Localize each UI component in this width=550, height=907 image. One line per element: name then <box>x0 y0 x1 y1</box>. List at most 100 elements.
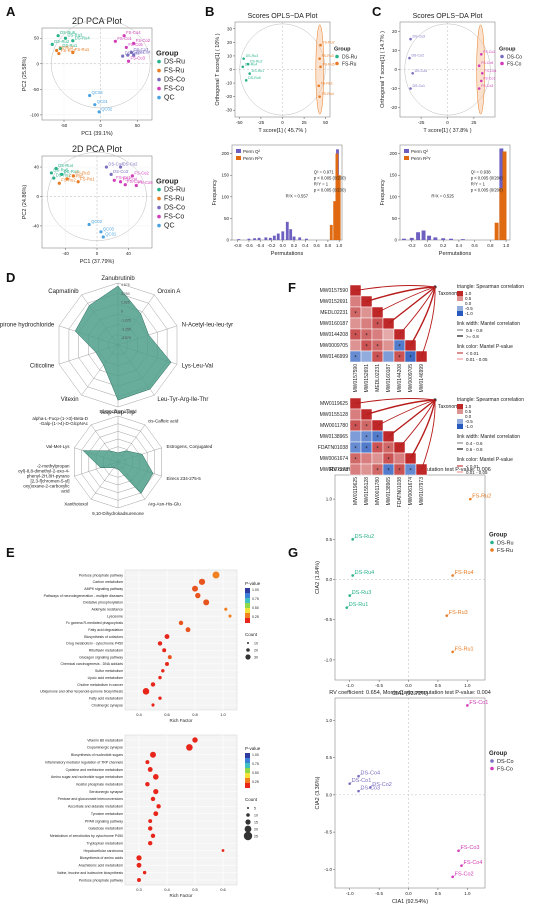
data-point <box>477 87 481 90</box>
row-label: MW0155128 <box>320 412 349 418</box>
data-point <box>409 87 412 90</box>
y-tick-label: -10 <box>390 86 397 91</box>
y-tick-label: 50 <box>392 216 398 221</box>
x-tick-label: -1.0 <box>346 891 354 896</box>
legend-entry: FS-Ru <box>164 68 184 75</box>
arrow-segment <box>452 873 457 877</box>
data-point <box>248 72 251 75</box>
colorbar-segment <box>457 311 463 316</box>
colorbar-segment <box>245 778 250 783</box>
data-point <box>477 64 481 67</box>
col-label: MW0009705 <box>408 364 414 393</box>
histogram-bar <box>298 237 302 240</box>
data-point <box>118 165 123 169</box>
data-point <box>97 110 101 114</box>
data-point <box>112 178 116 182</box>
histogram-bar <box>427 235 432 240</box>
pathway-label: Glucagon signaling pathway <box>79 655 123 659</box>
mantel-link <box>377 399 436 426</box>
legend-marker <box>157 95 161 100</box>
radar-ring-label: -3.250 <box>121 327 131 331</box>
legend-marker <box>490 548 494 552</box>
legend-title: link width: Mantel correlation <box>457 434 520 440</box>
pathway-label: Fatty acid degradation <box>88 628 123 632</box>
confidence-ellipse <box>50 19 151 109</box>
point-label: FS-Ru3 <box>75 170 90 175</box>
col-label: MW0155128 <box>364 477 370 506</box>
heatmap-cell <box>360 350 373 363</box>
group-ellipse <box>315 24 325 115</box>
colorbar-segment <box>245 588 250 593</box>
x-tick-label: 0.4 <box>302 243 309 248</box>
g-bottom-axes: RV coefficient: 0.654, Monte Carlo permu… <box>315 690 491 905</box>
legend-entry: 0.01 - 0.05 <box>466 357 488 362</box>
col-label: MW0011780 <box>375 477 381 505</box>
c-top-axes: Scores OPLS−DA Plot T score[1] ( 37.8% ) O… <box>380 13 496 134</box>
pathway-label: Inflammatory mediator regulation of TRP … <box>45 760 123 764</box>
x-tick-label: 0 <box>281 120 284 125</box>
significance-star: * <box>354 424 357 430</box>
data-point <box>246 62 250 66</box>
bubble-point <box>198 578 206 585</box>
point-label: FS-Co1 <box>469 700 488 706</box>
col-label: MW0144208 <box>397 364 403 393</box>
legend-title: link color: Mantel P-value <box>457 344 513 350</box>
bubble-point <box>153 774 159 780</box>
pathway-label: Pathways of neurodegeneration - multiple… <box>44 594 124 598</box>
legend-marker <box>157 59 161 64</box>
x-tick-label: 50 <box>323 120 329 125</box>
chart-title: 2D PCA Plot <box>72 144 123 154</box>
x-tick-label: 0.8 <box>325 243 332 248</box>
colorbar-tick-label: 0.25 <box>252 615 259 619</box>
size-legend-title: Count <box>245 797 258 802</box>
legend-marker <box>490 540 494 545</box>
histogram-bar <box>409 237 414 240</box>
radar-ring-label: -4.875 <box>121 336 131 340</box>
significance-star: * <box>398 468 401 474</box>
bubble-point <box>142 688 150 695</box>
x-tick-label: 0.5 <box>435 683 442 688</box>
radar-spoke <box>90 461 119 500</box>
point-label: FS-Co1 <box>483 76 495 80</box>
col-label: MW0061674 <box>408 477 414 506</box>
panel-letter-a: A <box>6 4 16 19</box>
pathway-label: Arachidonic acid metabolism <box>78 864 123 868</box>
x-tick-label: -25 <box>258 120 265 125</box>
pathway-label: Ubiquinone and other terpenoid-quinone b… <box>40 690 123 694</box>
stat-annotation: R²X = 0.525 <box>431 193 454 198</box>
colorbar-segment <box>245 763 250 768</box>
legend-marker <box>335 61 339 66</box>
size-legend-label: 15 <box>254 821 258 825</box>
point-label: FS-Ru1 <box>455 646 474 652</box>
size-legend-marker <box>245 819 251 825</box>
bubble-point <box>150 833 156 839</box>
row-label: MW0157590 <box>320 288 349 294</box>
legend-marker <box>157 187 161 192</box>
point-label: QC02 <box>101 106 113 111</box>
data-point <box>121 54 125 58</box>
y-axis-label: PC2 (24.86%) <box>22 185 28 220</box>
data-point <box>319 65 322 69</box>
point-label: DS-Co3 <box>361 786 381 792</box>
colorbar-segment <box>245 593 250 598</box>
x-tick-label: -40 <box>62 251 69 256</box>
point-label: QC03 <box>103 226 115 231</box>
data-point <box>318 95 321 98</box>
bubble-point <box>136 855 142 861</box>
point-label: FS-Co4 <box>126 30 141 35</box>
colorbar-tick-label: 1.0 <box>465 291 472 296</box>
legend-entry: DS-Ru <box>164 59 185 66</box>
panel-letter-c: C <box>372 4 382 19</box>
data-point <box>132 53 136 57</box>
chart-title: RV coefficient: 0.654, Monte Carlo permu… <box>329 690 491 696</box>
histogram-bar <box>281 231 285 240</box>
data-point <box>71 39 75 43</box>
data-point <box>57 51 61 56</box>
bubble-point <box>203 599 210 606</box>
x-tick-label: 1.0 <box>220 712 226 717</box>
radar-axis-label: [2,3-f]chromen-5-yl] <box>30 478 69 483</box>
row-label: MW0009705 <box>320 343 349 349</box>
colorbar-tick-label: 1.0 <box>465 404 472 409</box>
y-tick-label: 0 <box>229 67 232 72</box>
